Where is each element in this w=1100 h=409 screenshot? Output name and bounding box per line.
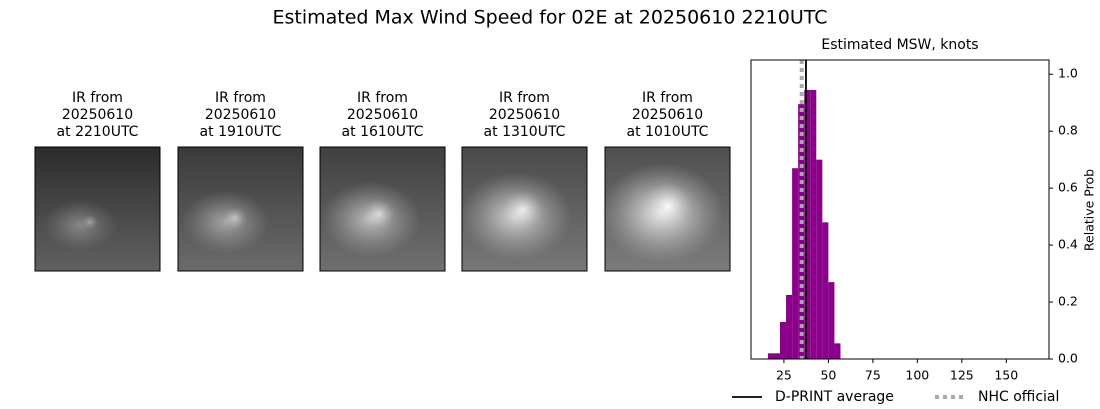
cloud-core [644, 183, 692, 229]
panel-label: 20250610 [632, 107, 703, 123]
bar [822, 222, 829, 359]
bar [779, 321, 787, 359]
image-frame [34, 146, 161, 272]
x-tick-label: 25 [776, 368, 792, 383]
panel-label: at 1310UTC [484, 124, 566, 140]
y-tick-label: 0.4 [1058, 237, 1078, 252]
y-tick-label: 1.0 [1058, 66, 1078, 81]
panel-label: IR from [357, 90, 408, 106]
legend-label: NHC official [978, 389, 1059, 405]
panel-label: 20250610 [62, 107, 133, 123]
page-title: Estimated Max Wind Speed for 02E at 2025… [272, 7, 827, 29]
panel-label: IR from [215, 90, 266, 106]
bar [816, 159, 823, 359]
cloud-core [363, 199, 395, 229]
bar [828, 282, 835, 359]
bar [810, 89, 817, 360]
panel-label: at 2210UTC [57, 124, 139, 140]
bar [792, 168, 799, 359]
y-tick-label: 0.0 [1058, 351, 1078, 366]
image-frame [461, 146, 588, 272]
cloud-core [82, 215, 98, 229]
x-tick-label: 100 [905, 368, 929, 383]
bar [773, 353, 780, 359]
cloud-mass [42, 199, 118, 251]
panel-label: 20250610 [347, 107, 418, 123]
y-tick-label: 0.8 [1058, 123, 1078, 138]
bar [786, 294, 793, 359]
panel-label: at 1610UTC [342, 124, 424, 140]
x-tick-label: 50 [820, 368, 836, 383]
image-frame [177, 146, 304, 272]
chart-title: Estimated MSW, knots [821, 37, 978, 53]
cloud-core [223, 207, 247, 229]
x-tick-label: 150 [994, 368, 1018, 383]
panel-label: at 1910UTC [200, 124, 282, 140]
x-tick-label: 125 [950, 368, 974, 383]
cloud-core [503, 191, 543, 229]
panel-label: 20250610 [205, 107, 276, 123]
bar [804, 89, 811, 360]
image-frame [604, 146, 731, 272]
panel-label: IR from [642, 90, 693, 106]
legend-label: D-PRINT average [775, 389, 894, 405]
bar [767, 353, 774, 359]
y-tick-label: 0.6 [1058, 180, 1078, 195]
y-tick-label: 0.2 [1058, 294, 1078, 309]
plot-frame [750, 59, 1050, 360]
panel-label: at 1010UTC [627, 124, 709, 140]
panel-label: IR from [72, 90, 123, 106]
bar [834, 343, 841, 359]
panel-label: IR from [499, 90, 550, 106]
panel-label: 20250610 [489, 107, 560, 123]
image-frame [319, 146, 446, 272]
x-tick-label: 75 [865, 368, 881, 383]
y-axis-label: Relative Prob [1082, 169, 1097, 251]
